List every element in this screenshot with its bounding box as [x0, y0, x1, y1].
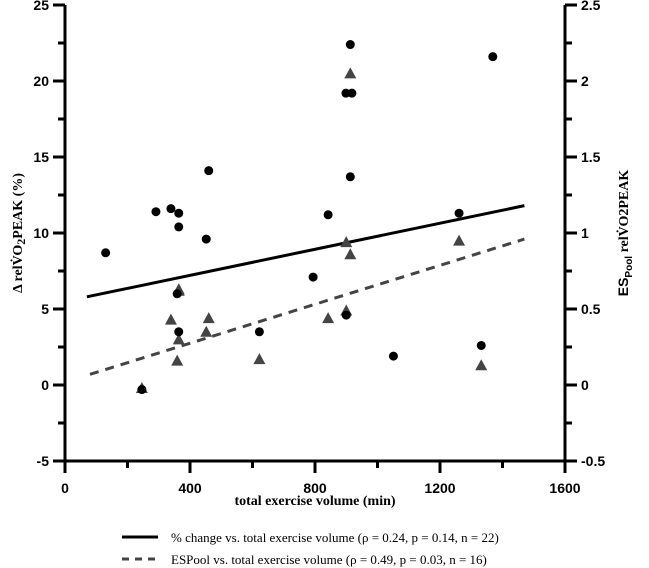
- circle-marker: [174, 327, 184, 337]
- triangle-marker: [453, 234, 466, 246]
- axes: -5 0 5 10 15 20 25 -0.5 0 0.5 1 1.5 2 2.5 0 400 800 1200 1…: [33, 0, 605, 496]
- triangle-marker: [340, 236, 353, 248]
- circle-marker: [204, 166, 214, 176]
- circle-marker: [174, 222, 184, 232]
- y-left-tick-label: 10: [33, 225, 49, 241]
- data-points: [101, 40, 498, 395]
- y-left-tick-label: 15: [33, 149, 49, 165]
- circle-marker: [388, 351, 398, 361]
- triangle-marker: [200, 325, 213, 337]
- legend-item-1: % change vs. total exercise volume (ρ = …: [171, 530, 499, 545]
- y-right-tick-label: 2: [581, 73, 589, 89]
- circle-marker: [308, 272, 318, 282]
- y-left-tick-label: 0: [41, 377, 49, 393]
- legend: % change vs. total exercise volume (ρ = …: [122, 530, 499, 567]
- y-right-tick-label: 2.5: [581, 0, 601, 13]
- x-tick-label: 0: [61, 480, 69, 496]
- circle-marker: [323, 210, 333, 220]
- circle-marker: [172, 289, 182, 299]
- circle-marker: [454, 208, 464, 218]
- y-right-tick-label: 0: [581, 377, 589, 393]
- trendlines: [86, 204, 525, 376]
- circle-marker: [345, 40, 355, 50]
- triangle-marker: [172, 333, 185, 345]
- legend-item-2: ESPool vs. total exercise volume (ρ = 0.…: [171, 552, 487, 567]
- circle-marker: [254, 327, 264, 337]
- y-left-tick-label: 25: [33, 0, 49, 13]
- x-axis-title: total exercise volume (min): [234, 494, 395, 509]
- circle-marker: [166, 204, 176, 214]
- triangle-marker: [322, 312, 335, 324]
- triangle-marker: [253, 353, 266, 365]
- solid-trendline: [86, 204, 525, 299]
- x-tick-label: 400: [178, 480, 202, 496]
- svg-text:Δ relV̇O2PEAK (%): Δ relV̇O2PEAK (%): [9, 173, 28, 293]
- x-tick-label: 1200: [424, 480, 455, 496]
- y-right-tick-label: 1: [581, 225, 589, 241]
- circle-marker: [101, 248, 111, 258]
- triangle-marker: [475, 359, 488, 371]
- y-left-tick-label: -5: [37, 453, 50, 469]
- circle-marker: [151, 207, 161, 217]
- circle-marker: [201, 234, 211, 244]
- y-axis-title-right: ESPool relV̇O2PEAK: [615, 170, 635, 297]
- triangle-marker: [171, 354, 184, 366]
- y-right-tick-label: 0.5: [581, 301, 601, 317]
- y-axis-title-left: Δ relV̇O2PEAK (%): [9, 173, 28, 293]
- circle-marker: [347, 88, 357, 98]
- svg-text:ESPool relV̇O2PEAK: ESPool relV̇O2PEAK: [615, 170, 635, 297]
- circle-marker: [488, 52, 498, 62]
- triangle-marker: [344, 248, 357, 260]
- circle-marker: [174, 208, 184, 218]
- y-left-tick-label: 5: [41, 301, 49, 317]
- y-left-tick-label: 20: [33, 73, 49, 89]
- x-tick-label: 800: [303, 480, 327, 496]
- circle-marker: [341, 310, 351, 320]
- triangle-marker: [164, 313, 177, 325]
- triangle-marker: [202, 312, 215, 324]
- circle-marker: [137, 385, 147, 395]
- dashed-trendline: [89, 237, 525, 376]
- x-tick-label: 1600: [549, 480, 580, 496]
- circle-marker: [345, 172, 355, 182]
- y-right-tick-label: -0.5: [581, 453, 605, 469]
- y-right-tick-label: 1.5: [581, 149, 601, 165]
- triangle-marker: [344, 67, 357, 79]
- circle-marker: [476, 340, 486, 350]
